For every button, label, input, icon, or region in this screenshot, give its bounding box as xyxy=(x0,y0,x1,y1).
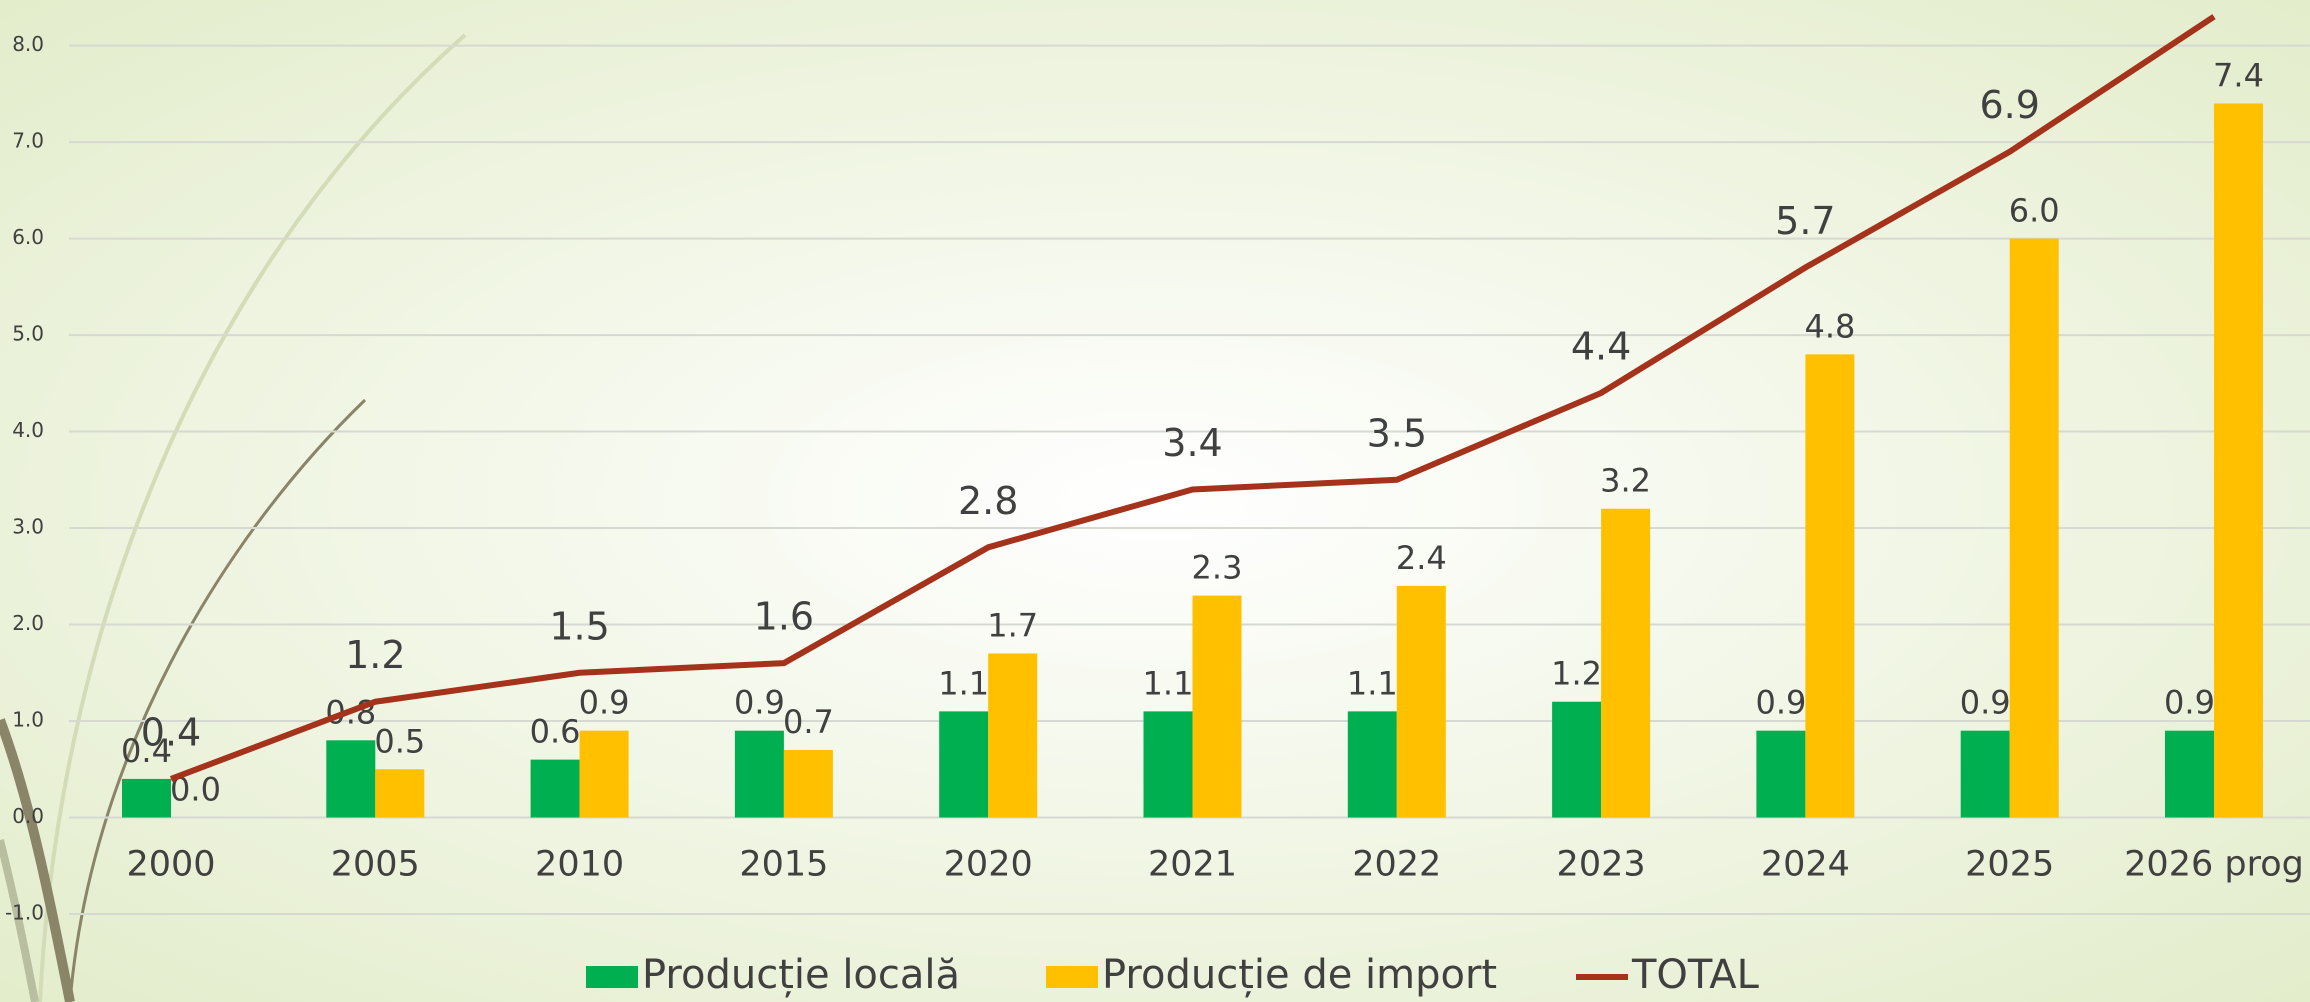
data-label: 0.4 xyxy=(141,710,201,754)
bar xyxy=(1601,509,1650,818)
x-tick-label: 2026 prog xyxy=(2124,845,2304,885)
y-tick-label: 7.0 xyxy=(12,129,44,153)
data-label: 1.1 xyxy=(938,664,989,702)
data-label: 0.9 xyxy=(1755,684,1806,722)
y-tick-label: -1.0 xyxy=(5,901,44,925)
bar xyxy=(1144,711,1193,817)
data-label: 4.4 xyxy=(1571,324,1631,368)
legend-swatch xyxy=(1046,966,1098,988)
bar xyxy=(2165,731,2214,818)
x-tick-label: 2015 xyxy=(739,845,828,885)
bar xyxy=(1397,586,1446,818)
bar xyxy=(122,779,171,818)
data-label: 1.6 xyxy=(754,595,814,639)
data-label: 0.9 xyxy=(2164,684,2215,722)
y-tick-label: 4.0 xyxy=(12,418,44,442)
legend-label: Producție locală xyxy=(642,952,960,998)
data-label: 0.6 xyxy=(530,713,581,751)
bar xyxy=(988,653,1037,817)
legend-label: Producție de import xyxy=(1102,952,1497,998)
data-label: 0.9 xyxy=(579,684,630,722)
data-label: 1.2 xyxy=(345,633,405,677)
bar xyxy=(375,769,424,817)
data-label: 1.7 xyxy=(987,606,1038,644)
data-label: 1.2 xyxy=(1551,655,1602,693)
y-tick-label: 8.0 xyxy=(12,32,44,56)
bar xyxy=(1756,731,1805,818)
page: -1.0 0.0 1.0 2.0 3.0 4.0 5.0 6.0 7.0 8.0 2000 2005 2… xyxy=(0,0,2310,1002)
data-label: 1.1 xyxy=(1347,664,1398,702)
bar xyxy=(1348,711,1397,817)
y-tick-label: 3.0 xyxy=(12,515,44,539)
data-label: 2.3 xyxy=(1192,549,1243,587)
data-label: 6.9 xyxy=(1979,83,2039,127)
x-tick-label: 2023 xyxy=(1557,845,1646,885)
data-label: 0.7 xyxy=(783,703,834,741)
data-label: 0.5 xyxy=(374,722,425,760)
bar xyxy=(2010,239,2059,818)
bar xyxy=(1552,702,1601,818)
x-tick-label: 2021 xyxy=(1148,845,1237,885)
data-label: 3.4 xyxy=(1162,421,1222,465)
x-tick-label: 2005 xyxy=(331,845,420,885)
legend-label: TOTAL xyxy=(1631,952,1760,998)
x-tick-label: 2025 xyxy=(1965,845,2054,885)
data-label: 3.5 xyxy=(1367,411,1427,455)
data-label: 5.7 xyxy=(1775,199,1835,243)
bar xyxy=(735,731,784,818)
bar xyxy=(580,731,629,818)
y-tick-label: 5.0 xyxy=(12,322,44,346)
x-tick-label: 2020 xyxy=(944,845,1033,885)
bar xyxy=(784,750,833,818)
bar xyxy=(2214,103,2263,817)
data-label: 2.4 xyxy=(1396,539,1447,577)
data-label: 2.8 xyxy=(958,479,1018,523)
y-tick-label: 0.0 xyxy=(12,804,44,828)
x-tick-label: 2024 xyxy=(1761,845,1850,885)
chart: -1.0 0.0 1.0 2.0 3.0 4.0 5.0 6.0 7.0 8.0 2000 2005 2… xyxy=(0,0,2310,1002)
bar xyxy=(326,740,375,817)
legend-swatch xyxy=(586,966,638,988)
bar xyxy=(1193,596,1242,818)
x-tick-label: 2022 xyxy=(1352,845,1441,885)
bar xyxy=(531,760,580,818)
y-tick-label: 2.0 xyxy=(12,611,44,635)
y-tick-label: 1.0 xyxy=(12,708,44,732)
data-label: 7.4 xyxy=(2213,56,2264,94)
bar xyxy=(939,711,988,817)
data-label: 3.2 xyxy=(1600,462,1651,500)
data-label: 6.0 xyxy=(2009,192,2060,230)
bar xyxy=(1805,354,1854,817)
data-label: 0.9 xyxy=(1960,684,2011,722)
y-tick-label: 6.0 xyxy=(12,225,44,249)
x-tick-label: 2010 xyxy=(535,845,624,885)
data-label: 0.9 xyxy=(734,684,785,722)
bar xyxy=(1961,731,2010,818)
data-label: 4.8 xyxy=(1804,307,1855,345)
x-tick-label: 2000 xyxy=(126,845,215,885)
data-label: 1.1 xyxy=(1143,664,1194,702)
data-label: 1.5 xyxy=(549,604,609,648)
